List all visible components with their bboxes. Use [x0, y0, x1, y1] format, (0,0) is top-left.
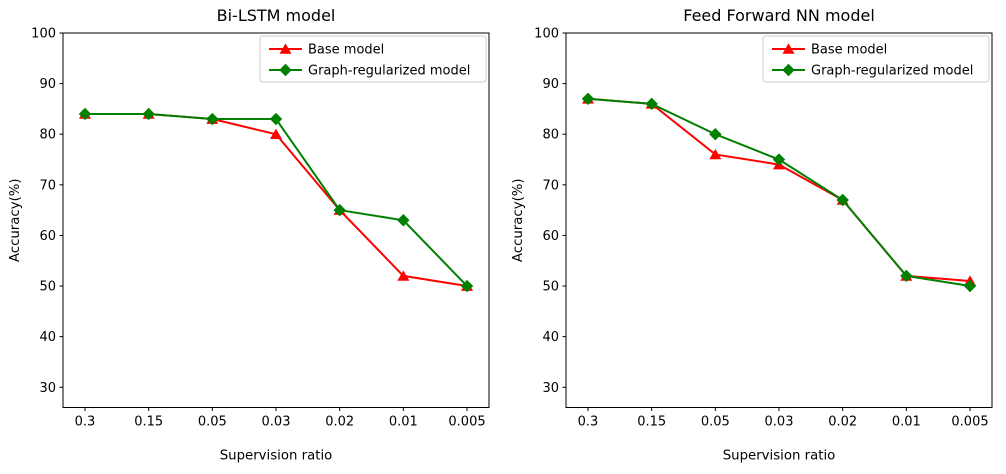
- legend-label: Graph-regularized model: [308, 64, 470, 79]
- y-tick-label: 100: [534, 27, 559, 42]
- legend-marker-triangle-up: [782, 43, 795, 54]
- x-tick-label: 0.15: [637, 415, 666, 430]
- y-tick-label: 30: [39, 381, 56, 396]
- axes-frame: [565, 32, 993, 408]
- y-tick-label: 90: [542, 77, 559, 92]
- x-tick-label: 0.05: [701, 415, 730, 430]
- data-marker-diamond: [142, 107, 155, 121]
- x-axis-label: Supervision ratio: [723, 449, 836, 464]
- y-tick-label: 70: [542, 178, 559, 193]
- x-tick-label: 0.02: [325, 415, 354, 430]
- x-tick-label: 0.02: [828, 415, 857, 430]
- plot-svg-1: 100 90 80 70 60 50 40 30 0.3 0.15 0.05 0.03 0.02 0.01…: [511, 6, 993, 464]
- y-tick-label: 60: [542, 229, 559, 244]
- y-tick-label: 40: [542, 330, 559, 345]
- y-tick-label: 30: [542, 381, 559, 396]
- y-tick-label: 80: [39, 128, 56, 143]
- legend-label: Base model: [811, 43, 887, 58]
- y-tick-label: 100: [31, 27, 56, 42]
- data-marker-diamond: [772, 153, 786, 166]
- y-tick-label: 40: [39, 330, 56, 345]
- data-marker-diamond: [709, 128, 722, 141]
- y-tick-label: 70: [39, 178, 56, 193]
- y-tick-label: 60: [39, 229, 56, 244]
- x-tick-label: 0.005: [448, 415, 485, 430]
- data-marker-diamond: [581, 92, 595, 105]
- legend-marker-diamond: [782, 63, 795, 77]
- data-marker-diamond: [963, 279, 977, 293]
- series-line-1: [587, 97, 971, 288]
- legend-label: Graph-regularized model: [811, 64, 973, 79]
- data-marker-diamond: [206, 112, 219, 126]
- legend-box: [762, 35, 990, 83]
- x-tick-label: 0.01: [892, 415, 921, 430]
- y-tick-label: 80: [542, 128, 559, 143]
- series-line-1: [85, 112, 468, 287]
- data-marker-diamond: [333, 203, 346, 217]
- data-marker-diamond: [78, 107, 92, 121]
- chart-feed-forward-nn-model: 100 90 80 70 60 50 40 30 0.3 0.15 0.05 0.03 0.02 0.01…: [503, 0, 1006, 470]
- y-tick-label: 90: [39, 77, 56, 92]
- x-tick-label: 0.05: [198, 415, 227, 430]
- x-axis-label: Supervision ratio: [220, 449, 333, 464]
- x-tick-label: 0.3: [578, 415, 599, 430]
- x-tick-label: 0.15: [134, 415, 163, 430]
- legend-marker-diamond: [279, 63, 292, 77]
- series-line-0: [587, 97, 971, 282]
- data-marker-triangle-up: [397, 270, 410, 281]
- legend-label: Base model: [308, 43, 384, 58]
- x-tick-label: 0.03: [262, 415, 291, 430]
- y-axis-label: Accuracy(%): [8, 178, 23, 262]
- series-line-0: [85, 112, 468, 288]
- data-marker-triangle-up: [709, 148, 722, 160]
- data-marker-diamond: [269, 112, 283, 126]
- x-tick-label: 0.005: [951, 415, 988, 430]
- x-tick-label: 0.03: [765, 415, 794, 430]
- data-marker-diamond: [460, 279, 474, 293]
- plot-svg-0: 100 90 80 70 60 50 40 30 0.3 0.15 0.05 0.03 0.02 0.01…: [8, 6, 490, 464]
- x-tick-label: 0.3: [75, 415, 96, 430]
- legend-box: [259, 35, 487, 83]
- y-tick-label: 50: [39, 280, 56, 295]
- data-marker-diamond: [397, 214, 410, 227]
- data-marker-triangle-up: [270, 128, 282, 140]
- chart-bi-lstm-model: 100 90 80 70 60 50 40 30 0.3 0.15 0.05 0.03 0.02 0.01…: [0, 0, 503, 470]
- legend-marker-triangle-up: [279, 43, 292, 54]
- x-tick-label: 0.01: [389, 415, 418, 430]
- y-axis-label: Accuracy(%): [511, 178, 526, 262]
- chart-title: Bi-LSTM model: [217, 6, 336, 25]
- chart-title: Feed Forward NN model: [683, 6, 875, 25]
- axes-frame: [62, 32, 490, 408]
- y-tick-label: 50: [542, 280, 559, 295]
